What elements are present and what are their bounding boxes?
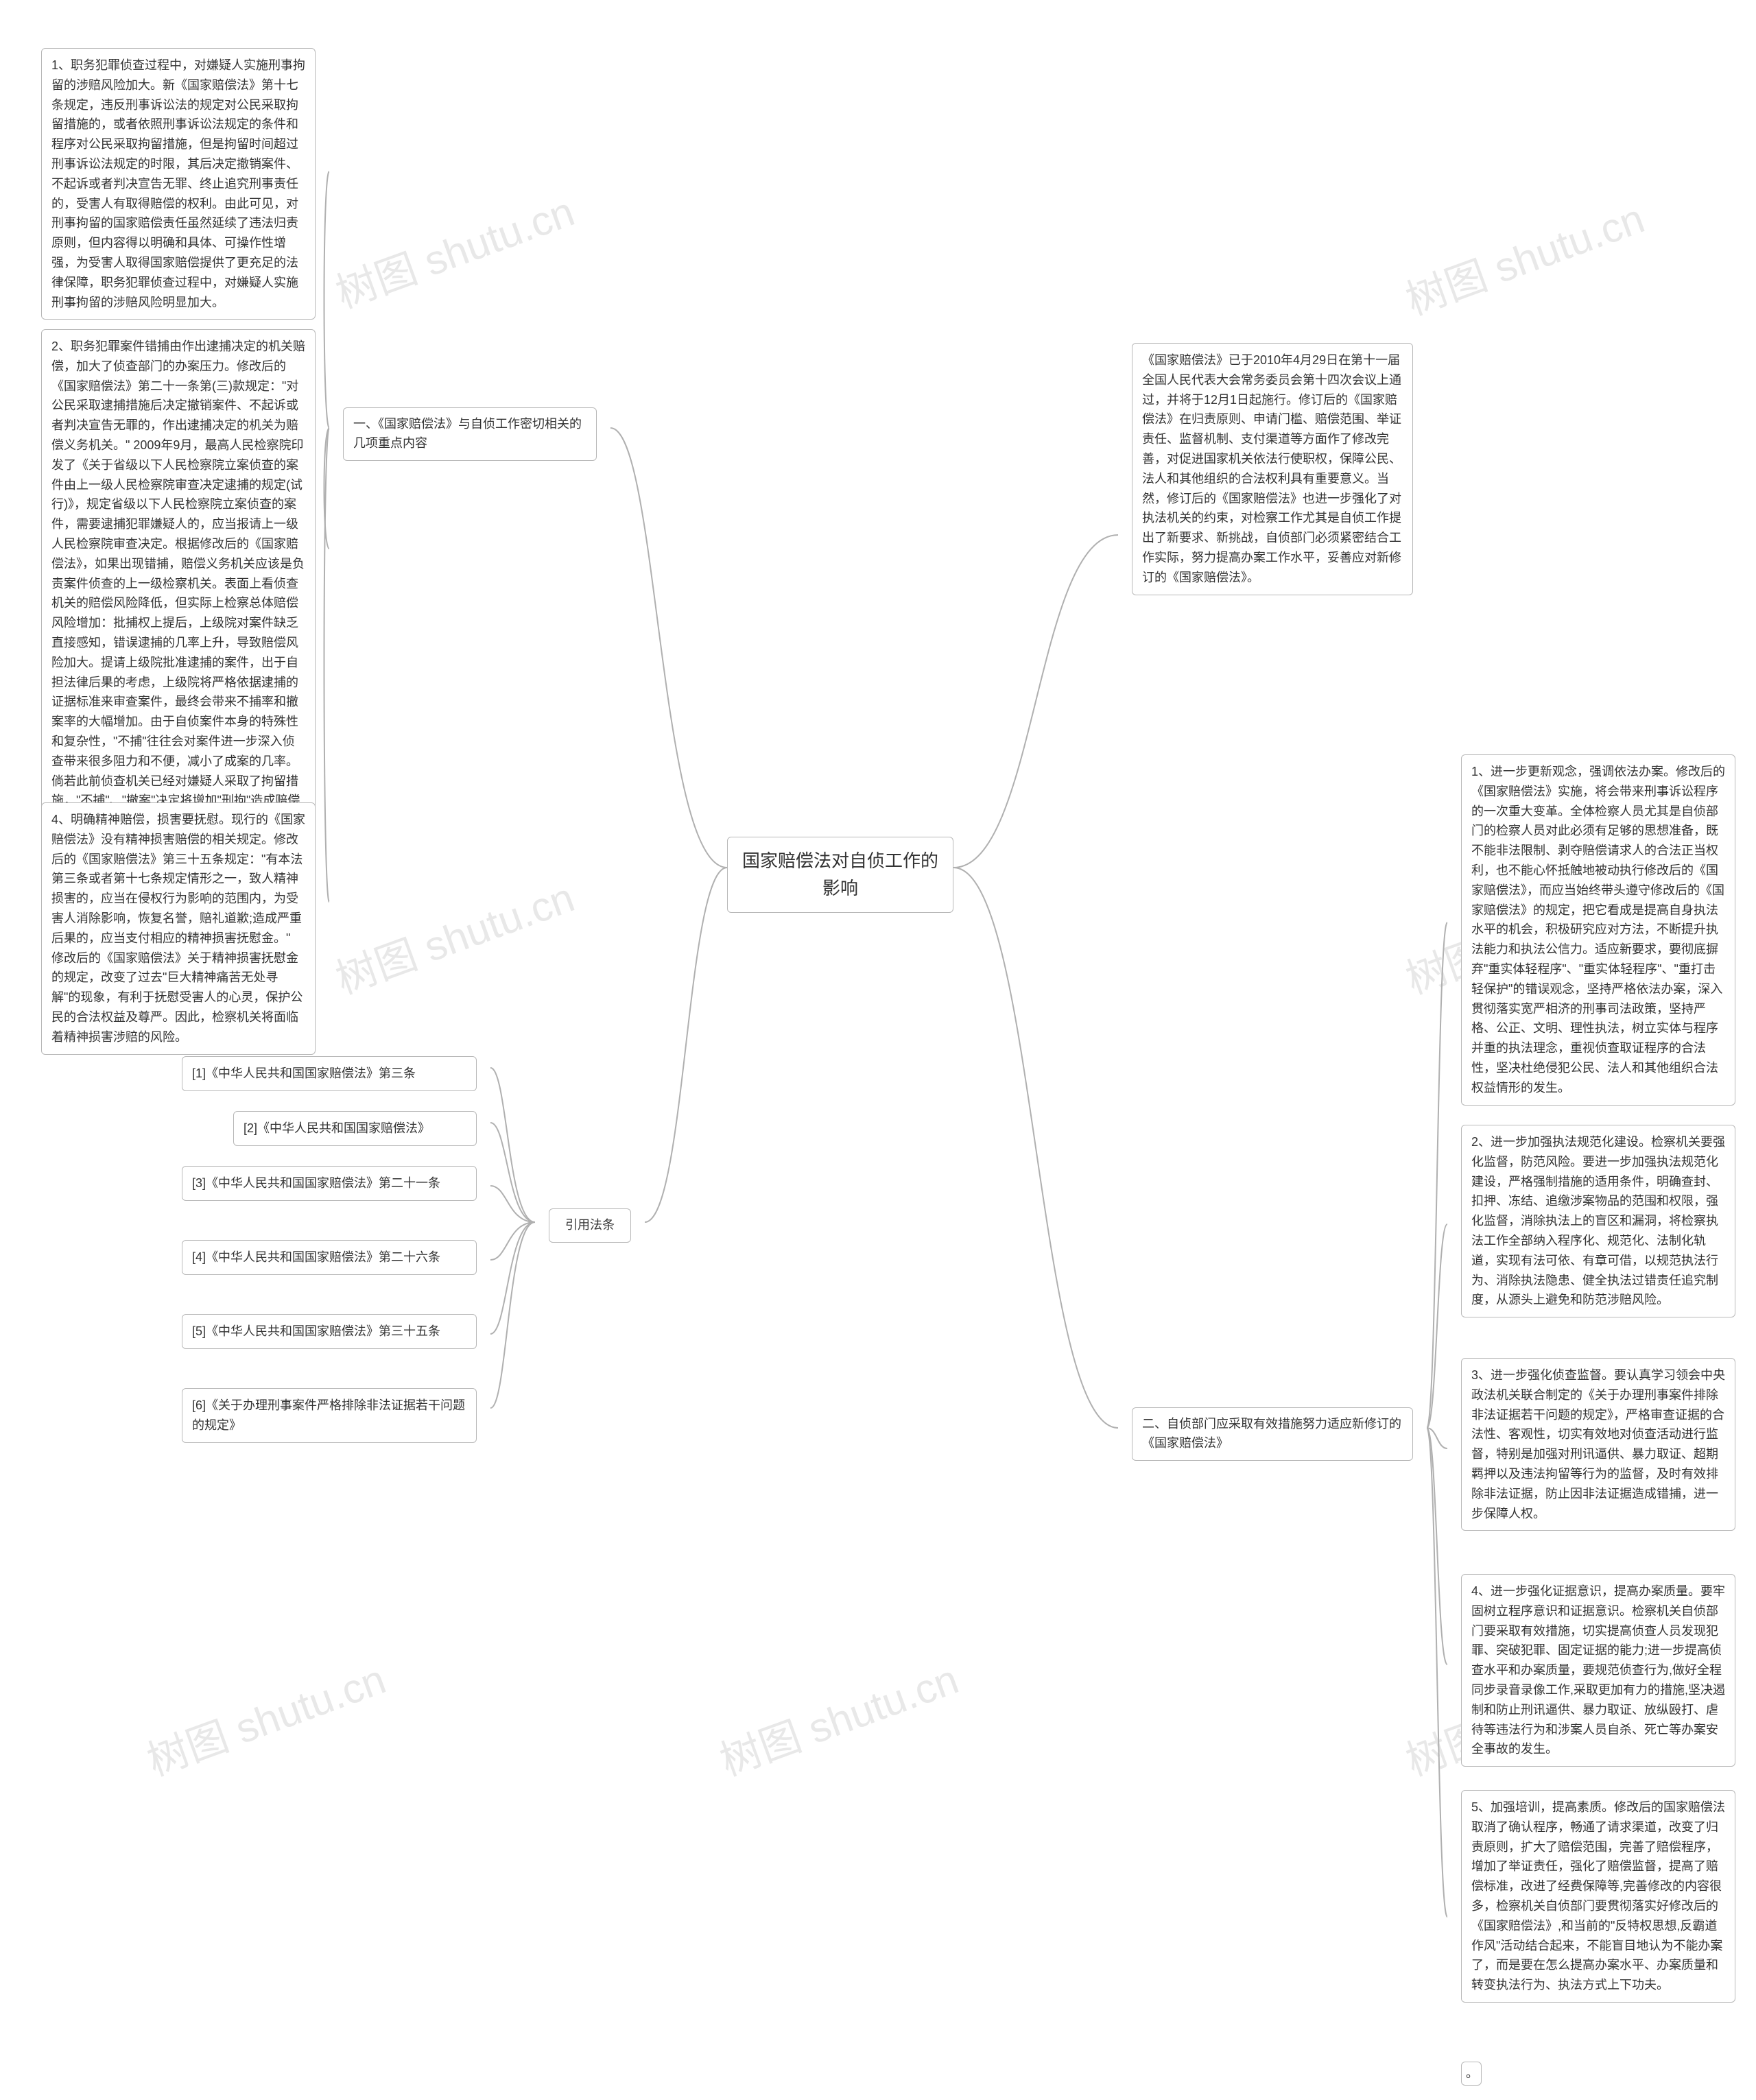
section2-item-5: 5、加强培训，提高素质。修改后的国家赔偿法取消了确认程序，畅通了请求渠道，改变了… (1461, 1790, 1735, 2003)
citation-5: [5]《中华人民共和国国家赔偿法》第三十五条 (182, 1314, 477, 1349)
citation-1: [1]《中华人民共和国国家赔偿法》第三条 (182, 1056, 477, 1091)
citation-2: [2]《中华人民共和国国家赔偿法》 (233, 1111, 477, 1146)
section1-item-1: 1、职务犯罪侦查过程中，对嫌疑人实施刑事拘留的涉赔风险加大。新《国家赔偿法》第十… (41, 48, 316, 320)
citations-label: 引用法条 (549, 1208, 631, 1243)
citation-3: [3]《中华人民共和国国家赔偿法》第二十一条 (182, 1166, 477, 1201)
watermark: 树图 shutu.cn (327, 864, 581, 1005)
watermark: 树图 shutu.cn (138, 1646, 392, 1787)
watermark: 树图 shutu.cn (327, 178, 581, 320)
section2-item-2: 2、进一步加强执法规范化建设。检察机关要强化监督，防范风险。要进一步加强执法规范… (1461, 1125, 1735, 1317)
section1-item-4: 4、明确精神赔偿，损害要抚慰。现行的《国家赔偿法》没有精神损害赔偿的相关规定。修… (41, 802, 316, 1055)
watermark: 树图 shutu.cn (1397, 185, 1651, 326)
watermark: 树图 shutu.cn (711, 1646, 965, 1787)
footnote: 。 (1461, 2062, 1482, 2086)
citation-4: [4]《中华人民共和国国家赔偿法》第二十六条 (182, 1240, 477, 1275)
section1-label: 一、《国家赔偿法》与自侦工作密切相关的几项重点内容 (343, 407, 597, 461)
intro-text: 《国家赔偿法》已于2010年4月29日在第十一届全国人民代表大会常务委员会第十四… (1132, 343, 1413, 595)
section2-item-1: 1、进一步更新观念，强调依法办案。修改后的《国家赔偿法》实施，将会带来刑事诉讼程… (1461, 754, 1735, 1106)
root-node: 国家赔偿法对自侦工作的影响 (727, 837, 953, 913)
section2-item-4: 4、进一步强化证据意识，提高办案质量。要牢固树立程序意识和证据意识。检察机关自侦… (1461, 1574, 1735, 1767)
section1-item-2: 2、职务犯罪案件错捕由作出逮捕决定的机关赔偿，加大了侦查部门的办案压力。修改后的… (41, 329, 316, 838)
section2-label: 二、自侦部门应采取有效措施努力适应新修订的《国家赔偿法》 (1132, 1407, 1413, 1461)
citation-6: [6]《关于办理刑事案件严格排除非法证据若干问题的规定》 (182, 1388, 477, 1443)
section2-item-3: 3、进一步强化侦查监督。要认真学习领会中央政法机关联合制定的《关于办理刑事案件排… (1461, 1358, 1735, 1531)
